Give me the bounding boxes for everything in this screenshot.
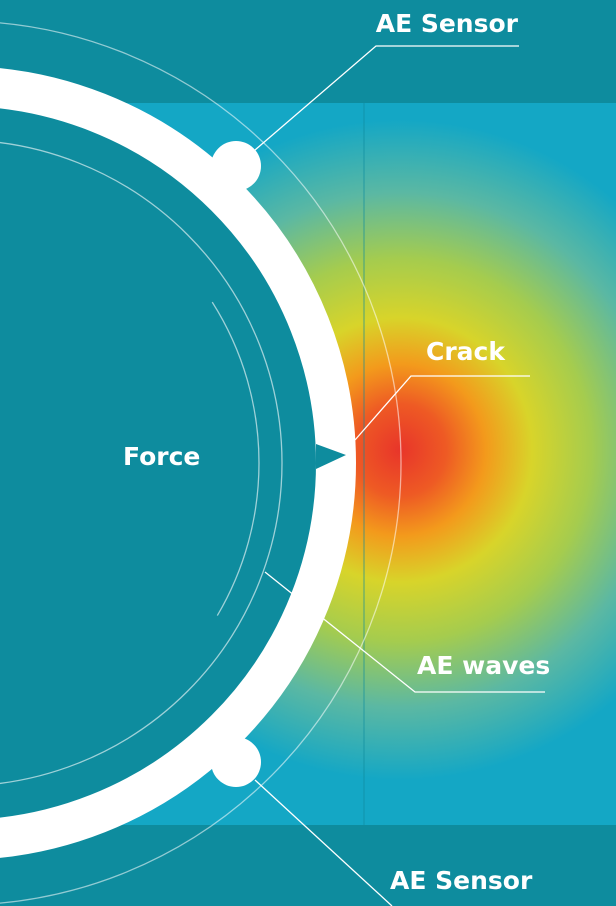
- ae-sensor-top: [211, 141, 261, 191]
- leader-sensor-top: [254, 45, 519, 151]
- label-ae-sensor-bottom: AE Sensor: [390, 866, 533, 895]
- leader-sensor-bottom: [254, 779, 393, 906]
- label-ae-sensor-top: AE Sensor: [375, 9, 518, 38]
- label-ae-waves: AE waves: [417, 651, 551, 680]
- outer-circle: [0, 22, 402, 904]
- pipe-disk: [0, 68, 356, 858]
- label-force: Force: [123, 442, 201, 471]
- crack-notch: [316, 444, 346, 469]
- label-crack: Crack: [426, 337, 505, 366]
- leader-crack: [354, 375, 530, 441]
- leader-ae-waves: [264, 571, 545, 693]
- inner-arc: [0, 165, 260, 761]
- ae-sensor-bottom: [211, 737, 261, 787]
- inner-ring: [0, 141, 283, 785]
